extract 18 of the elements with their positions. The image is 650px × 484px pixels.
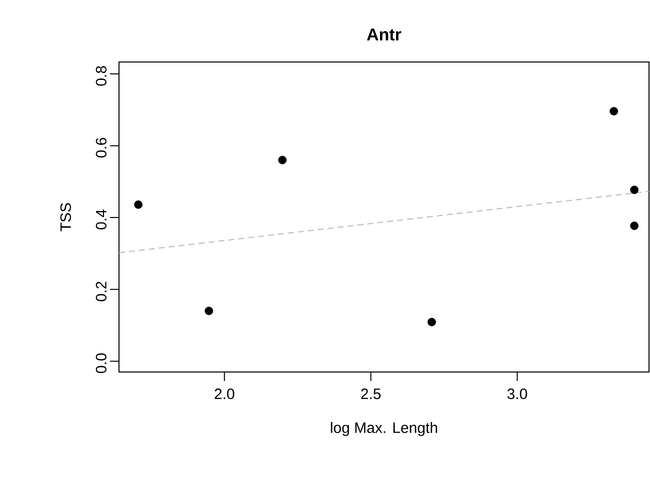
y-tick-label: 0.2 [96, 282, 106, 302]
x-tick-label: 2.5 [361, 388, 381, 400]
point [428, 318, 436, 326]
y-tick-label: 0.8 [96, 66, 106, 86]
point [630, 186, 639, 194]
point [630, 222, 639, 230]
x-axis-title: log Max. Length [330, 422, 438, 436]
y-axis-title: TSS [60, 203, 71, 232]
point [134, 200, 143, 209]
y-tick-label: 0.6 [96, 138, 106, 158]
x-tick-label: 3.0 [507, 388, 528, 400]
y-tick-label: 0.0 [96, 353, 106, 374]
point [610, 107, 618, 116]
point [278, 156, 287, 164]
chart-title: Antr [366, 28, 402, 40]
y-tick-label: 0.4 [96, 210, 106, 230]
point [204, 306, 214, 316]
x-tick-label: 2.0 [214, 388, 234, 400]
